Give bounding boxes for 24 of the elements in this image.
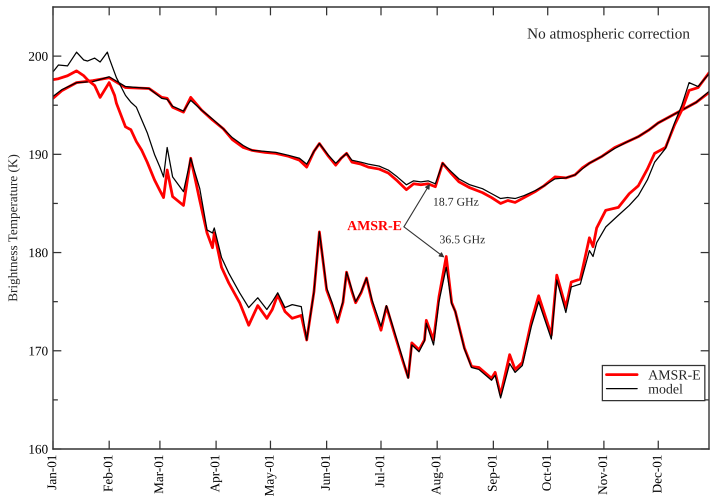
x-tick-label: Aug-01 — [432, 455, 444, 495]
x-tick-label: Jul-01 — [375, 455, 384, 488]
annotation: 36.5 GHz — [440, 235, 485, 244]
annotation: 18.7 GHz — [434, 198, 479, 206]
x-tick-label: Oct-01 — [542, 455, 552, 491]
legend-label: AMSR-E — [648, 370, 700, 380]
annotation: AMSR-E — [347, 220, 402, 230]
x-tick-label: May-01 — [264, 455, 276, 496]
legend-label: model — [648, 384, 683, 394]
y-axis-title: Brightness Temperature (K) — [8, 154, 20, 302]
x-tick-label: Mar-01 — [154, 455, 164, 494]
x-tick-label: Dec-01 — [652, 455, 662, 494]
annotation: No atmospheric correction — [528, 28, 690, 42]
x-tick-label: Feb-01 — [103, 455, 112, 492]
y-tick-label: 190 — [30, 150, 48, 160]
x-tick-label: Apr-01 — [210, 455, 222, 492]
y-tick-label: 170 — [30, 346, 48, 356]
x-tick-label: Jan-01 — [47, 455, 56, 490]
y-tick-label: 180 — [30, 248, 48, 258]
y-tick-label: 200 — [28, 52, 48, 61]
y-tick-label: 160 — [30, 444, 48, 454]
x-tick-label: Jun-01 — [321, 455, 330, 490]
x-tick-label: Sep-01 — [488, 455, 500, 492]
x-tick-label: Nov-01 — [598, 455, 608, 494]
